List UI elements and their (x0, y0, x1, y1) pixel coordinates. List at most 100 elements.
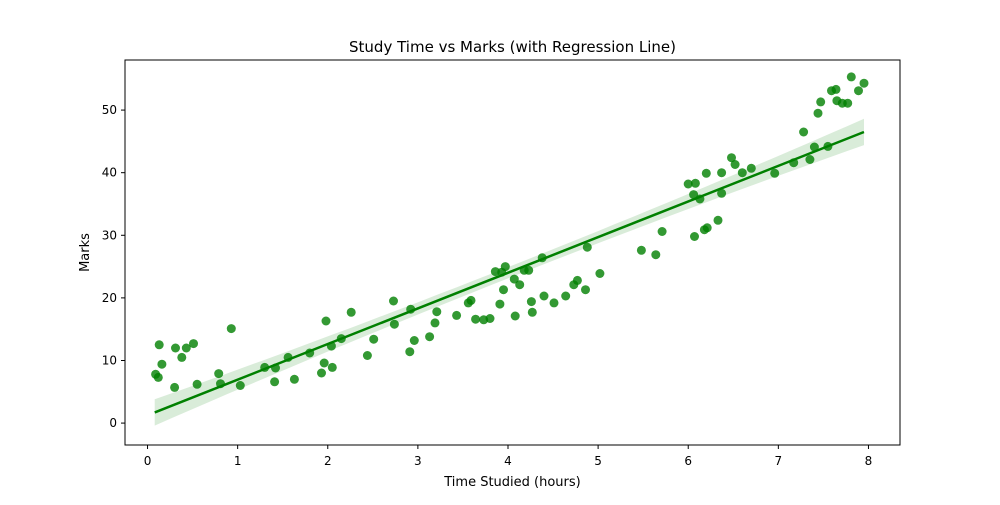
x-tick-label: 3 (414, 454, 422, 468)
data-point (214, 369, 224, 379)
data-point (689, 190, 699, 200)
y-tick-label: 0 (109, 416, 117, 430)
data-point (336, 334, 346, 344)
data-point (831, 84, 841, 94)
x-tick-label: 6 (684, 454, 692, 468)
data-point (527, 307, 537, 317)
data-point (789, 158, 799, 168)
data-point (702, 223, 712, 233)
data-point (737, 168, 747, 178)
data-points-layer (151, 72, 869, 392)
data-point (799, 127, 809, 137)
data-point (153, 372, 163, 382)
data-point (270, 377, 280, 387)
data-point (170, 382, 180, 392)
data-point (157, 359, 167, 369)
data-point (690, 232, 699, 241)
data-point (362, 351, 372, 360)
data-point (581, 285, 590, 295)
data-point (510, 311, 520, 321)
data-point (471, 314, 481, 324)
x-axis-label: Time Studied (hours) (443, 475, 580, 490)
data-point (701, 168, 711, 178)
x-tick-label: 5 (594, 454, 602, 468)
data-point (327, 362, 337, 372)
data-point (369, 334, 379, 344)
x-tick-label: 8 (865, 454, 873, 468)
data-point (500, 262, 510, 272)
data-point (823, 141, 833, 151)
y-tick-label: 20 (102, 291, 117, 305)
data-point (843, 98, 853, 108)
data-point (326, 341, 336, 351)
data-point (466, 295, 476, 305)
data-point (495, 299, 505, 309)
data-point (713, 215, 723, 225)
data-point (177, 352, 187, 362)
data-point (549, 298, 559, 308)
y-tick-label: 30 (102, 228, 117, 242)
x-tick-label: 1 (234, 454, 242, 468)
data-point (595, 269, 605, 278)
x-tick-label: 0 (144, 454, 152, 468)
data-point (289, 374, 299, 384)
data-point (154, 340, 164, 350)
data-point (561, 291, 571, 301)
x-tick-label: 2 (324, 454, 332, 468)
data-point (260, 362, 270, 372)
data-point (846, 72, 856, 82)
data-point (572, 275, 582, 285)
data-point (509, 274, 519, 284)
y-axis-ticks: 0 10 20 30 40 50 (102, 103, 125, 430)
data-point (636, 245, 646, 255)
data-point (485, 314, 495, 323)
y-tick-label: 40 (102, 166, 117, 180)
data-point (430, 318, 440, 328)
data-point (499, 285, 508, 295)
data-point (406, 304, 416, 314)
data-point (171, 343, 180, 353)
data-point (816, 97, 826, 107)
data-point (695, 194, 705, 204)
data-point (524, 265, 534, 275)
data-point (582, 242, 592, 252)
data-point (305, 348, 315, 358)
chart-title: Study Time vs Marks (with Regression Lin… (349, 38, 676, 56)
data-point (389, 319, 399, 329)
data-point (770, 168, 780, 178)
data-point (854, 86, 863, 96)
y-axis-label: Marks (78, 233, 93, 272)
data-point (425, 332, 435, 342)
data-point (683, 179, 693, 189)
data-point (730, 160, 740, 169)
data-point (271, 363, 280, 373)
data-point (746, 163, 756, 173)
data-point (189, 339, 198, 349)
plot-area-frame (124, 59, 901, 446)
data-point (226, 324, 236, 334)
data-point (690, 178, 700, 188)
data-point (727, 153, 736, 163)
data-point (657, 227, 667, 236)
data-point (859, 78, 869, 88)
data-point (235, 381, 245, 390)
data-point (317, 368, 326, 378)
data-point (515, 280, 525, 290)
data-point (432, 307, 442, 317)
data-point (319, 358, 329, 368)
data-point (405, 347, 415, 357)
data-point (389, 296, 398, 306)
data-point (651, 250, 661, 260)
data-point (805, 155, 815, 164)
data-point (346, 307, 356, 317)
data-point (192, 379, 202, 389)
data-point (283, 352, 293, 362)
x-axis-ticks: 0 1 2 3 4 5 6 7 8 (144, 445, 873, 468)
data-point (526, 297, 536, 307)
y-tick-label: 10 (102, 353, 117, 367)
data-point (321, 316, 331, 326)
data-point (717, 188, 727, 198)
data-point (539, 291, 549, 301)
